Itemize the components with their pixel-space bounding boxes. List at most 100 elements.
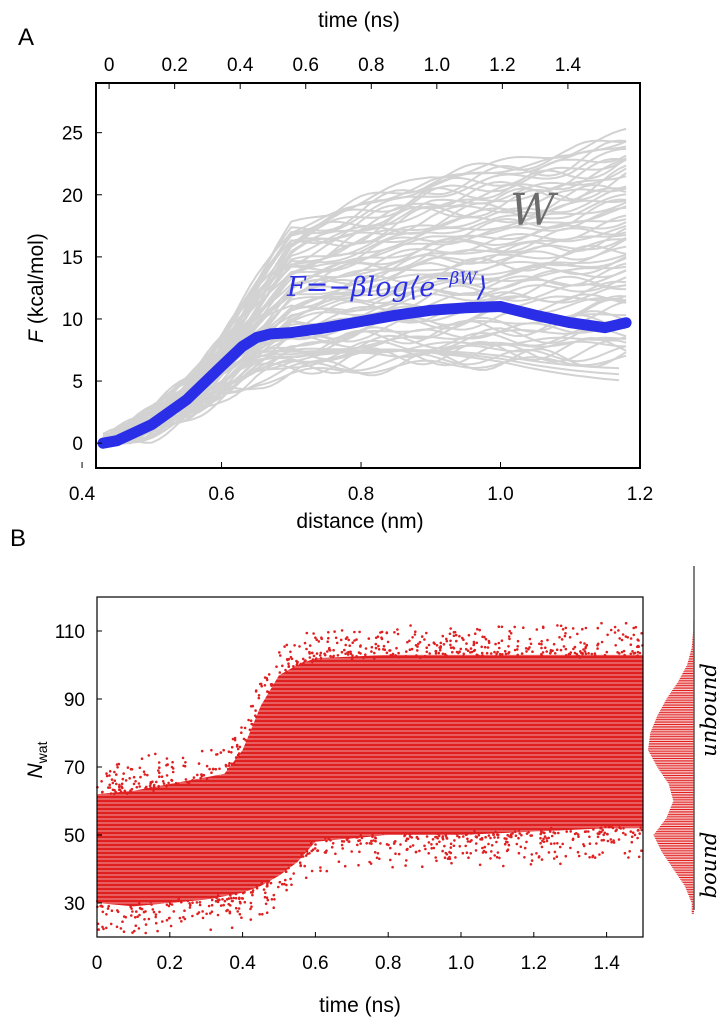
water-count-point — [563, 634, 567, 638]
water-count-point — [314, 657, 318, 660]
water-count-point — [593, 655, 597, 658]
water-count-point — [374, 646, 378, 650]
water-count-point — [564, 854, 568, 858]
water-count-point — [120, 782, 124, 786]
water-count-point — [165, 774, 169, 777]
water-count-point — [543, 831, 546, 835]
water-count-histogram — [648, 566, 695, 914]
water-count-point — [405, 837, 409, 840]
work-trajectory — [103, 139, 627, 445]
water-count-point — [385, 631, 389, 634]
water-count-point — [637, 829, 640, 832]
water-count-point — [449, 646, 453, 649]
water-count-point — [576, 850, 580, 854]
water-count-point — [454, 856, 457, 859]
water-count-point — [640, 828, 643, 832]
water-count-point — [409, 624, 412, 627]
water-count-point — [525, 832, 529, 835]
water-count-point — [629, 637, 633, 640]
water-count-point — [508, 835, 511, 838]
water-count-point — [535, 852, 538, 855]
water-count-point — [487, 641, 491, 644]
water-count-point — [467, 856, 470, 859]
water-count-point — [462, 835, 465, 838]
water-count-point — [327, 636, 330, 640]
water-count-point — [250, 905, 253, 908]
water-count-point — [265, 896, 269, 899]
work-trajectory — [241, 349, 620, 376]
water-count-point — [430, 847, 434, 850]
water-count-point — [353, 630, 356, 634]
water-count-point — [464, 647, 468, 651]
water-count-point — [405, 650, 408, 653]
free-energy-annotation: F=−βlog⟨e−βW⟩ — [286, 269, 487, 303]
water-count-point — [223, 899, 227, 903]
water-count-point — [587, 652, 590, 655]
water-count-point — [441, 634, 445, 638]
water-count-point — [144, 910, 147, 913]
panel-b-xlabel: time (ns) — [319, 994, 401, 1017]
water-count-point — [391, 865, 394, 869]
water-count-point — [600, 826, 603, 830]
water-count-point — [254, 690, 258, 693]
water-count-point — [184, 778, 188, 781]
water-count-point — [210, 771, 213, 774]
water-count-point — [503, 842, 507, 846]
water-count-point — [138, 785, 141, 788]
water-count-point — [448, 632, 452, 636]
water-count-point — [266, 898, 270, 902]
water-count-point — [601, 828, 604, 832]
water-count-point — [588, 842, 592, 845]
water-count-point — [289, 877, 292, 881]
water-count-point — [432, 846, 436, 850]
water-count-point — [561, 842, 564, 846]
water-count-point — [428, 652, 432, 655]
water-count-point — [445, 836, 448, 839]
water-count-point — [362, 656, 365, 660]
water-count-point — [613, 631, 617, 634]
water-count-point — [148, 784, 152, 788]
water-count-point — [557, 831, 560, 835]
water-count-point — [344, 637, 348, 640]
water-count-point — [490, 850, 493, 853]
water-count-point — [130, 914, 133, 917]
water-count-point — [562, 645, 566, 648]
water-count-point — [438, 648, 442, 652]
water-count-point — [158, 766, 161, 769]
water-count-point — [557, 655, 560, 659]
water-count-point — [483, 845, 487, 849]
work-trajectory — [102, 139, 627, 445]
water-count-point — [455, 639, 458, 643]
water-count-point — [258, 913, 262, 916]
work-trajectory — [103, 147, 627, 445]
water-count-point — [584, 830, 588, 833]
free-energy-annotation-lhs: F= — [286, 272, 328, 303]
water-count-point — [598, 853, 601, 856]
water-count-point — [157, 761, 161, 764]
water-count-point — [326, 650, 329, 653]
water-count-point — [609, 628, 613, 632]
water-count-point — [351, 641, 355, 644]
water-count-point — [582, 844, 586, 848]
panel-b-x-tick-label: 0.6 — [302, 953, 328, 974]
water-count-point — [519, 845, 523, 849]
water-count-point — [474, 849, 478, 852]
water-count-point — [130, 787, 134, 791]
panel-a-top-tick-label: 1.4 — [555, 55, 582, 76]
panel-a-x-tick-label: 1.2 — [627, 484, 653, 505]
water-count-point — [464, 844, 468, 848]
water-count-point — [435, 859, 438, 863]
water-count-point — [541, 839, 544, 843]
water-count-point — [477, 833, 481, 837]
water-count-point — [603, 653, 607, 657]
water-count-point — [493, 854, 497, 857]
water-count-point — [559, 648, 563, 652]
water-count-point — [556, 624, 559, 627]
water-count-point — [157, 769, 160, 772]
water-count-point — [637, 645, 640, 649]
water-count-point — [171, 760, 174, 764]
water-count-point — [461, 851, 465, 855]
water-count-point — [119, 927, 123, 930]
water-count-point — [364, 647, 368, 650]
water-count-point — [414, 630, 417, 633]
